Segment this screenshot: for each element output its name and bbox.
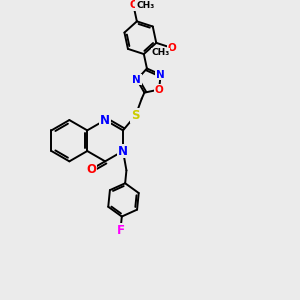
Text: N: N <box>156 70 165 80</box>
Text: S: S <box>131 109 140 122</box>
Text: O: O <box>129 0 138 10</box>
Text: N: N <box>133 75 141 85</box>
Text: O: O <box>168 43 176 53</box>
Text: CH₃: CH₃ <box>136 1 154 10</box>
Text: CH₃: CH₃ <box>151 48 169 57</box>
Text: N: N <box>118 145 128 158</box>
Text: O: O <box>155 85 164 94</box>
Text: N: N <box>100 113 110 127</box>
Text: O: O <box>86 163 96 176</box>
Text: F: F <box>116 224 124 237</box>
